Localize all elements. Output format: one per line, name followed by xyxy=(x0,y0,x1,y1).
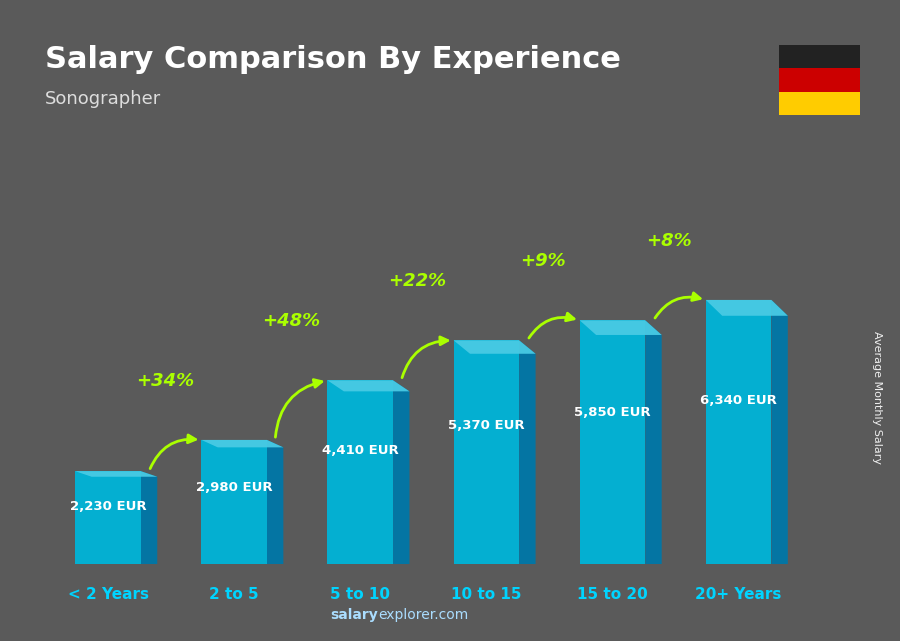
Text: +8%: +8% xyxy=(646,232,692,250)
Text: 10 to 15: 10 to 15 xyxy=(451,587,522,603)
Polygon shape xyxy=(519,340,536,564)
FancyBboxPatch shape xyxy=(328,380,393,564)
Bar xyxy=(778,45,860,69)
Polygon shape xyxy=(580,320,662,335)
Polygon shape xyxy=(706,300,788,316)
Bar xyxy=(778,69,860,92)
Text: < 2 Years: < 2 Years xyxy=(68,587,148,603)
Text: 5 to 10: 5 to 10 xyxy=(330,587,391,603)
Polygon shape xyxy=(76,471,158,477)
Text: salary: salary xyxy=(330,608,378,622)
Text: +48%: +48% xyxy=(262,312,320,330)
Text: 2,230 EUR: 2,230 EUR xyxy=(69,500,147,513)
Text: 5,370 EUR: 5,370 EUR xyxy=(448,419,525,432)
Polygon shape xyxy=(328,380,410,392)
Polygon shape xyxy=(267,440,284,564)
FancyBboxPatch shape xyxy=(202,440,267,564)
Polygon shape xyxy=(454,340,536,354)
Polygon shape xyxy=(202,440,284,447)
Text: +22%: +22% xyxy=(388,272,446,290)
Polygon shape xyxy=(645,320,662,564)
Text: +9%: +9% xyxy=(520,253,566,271)
Text: 20+ Years: 20+ Years xyxy=(696,587,782,603)
Polygon shape xyxy=(140,471,158,564)
Text: 6,340 EUR: 6,340 EUR xyxy=(700,394,777,407)
Text: Salary Comparison By Experience: Salary Comparison By Experience xyxy=(45,45,621,74)
Polygon shape xyxy=(771,300,788,564)
FancyBboxPatch shape xyxy=(580,320,645,564)
Text: 4,410 EUR: 4,410 EUR xyxy=(322,444,399,456)
Text: explorer.com: explorer.com xyxy=(378,608,468,622)
Text: 5,850 EUR: 5,850 EUR xyxy=(574,406,651,419)
FancyBboxPatch shape xyxy=(706,300,771,564)
FancyBboxPatch shape xyxy=(76,471,140,564)
Text: Average Monthly Salary: Average Monthly Salary xyxy=(872,331,883,464)
Text: Sonographer: Sonographer xyxy=(45,90,161,108)
Bar xyxy=(778,92,860,115)
Text: 15 to 20: 15 to 20 xyxy=(577,587,648,603)
Text: +34%: +34% xyxy=(136,372,194,390)
Text: 2,980 EUR: 2,980 EUR xyxy=(196,481,273,494)
Text: 2 to 5: 2 to 5 xyxy=(210,587,259,603)
FancyBboxPatch shape xyxy=(454,340,519,564)
Polygon shape xyxy=(393,380,410,564)
